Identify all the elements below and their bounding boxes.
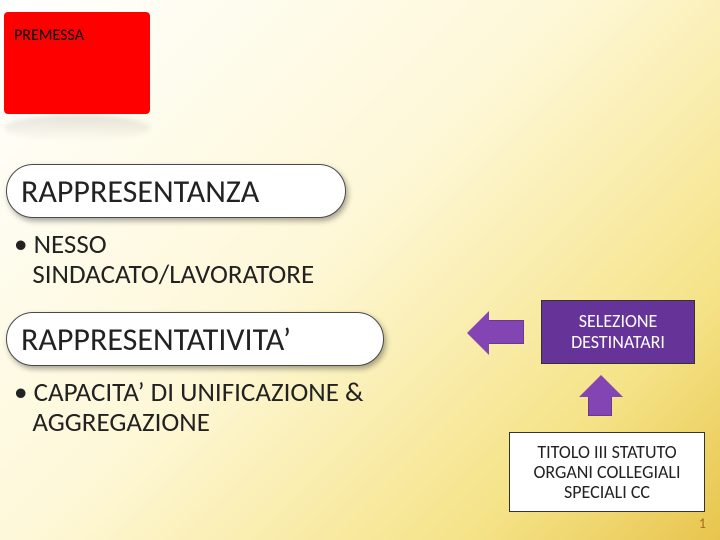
- pill-rappresentanza-title: RAPPRESENTANZA: [21, 172, 259, 211]
- callout-titolo-line2: ORGANI COLLEGIALI: [510, 462, 704, 482]
- premessa-box: PREMESSA: [4, 12, 150, 114]
- bullet-rappresentanza-line2: SINDACATO/LAVORATORE: [32, 258, 314, 291]
- callout-selezione: SELEZIONE DESTINATARI: [541, 300, 695, 364]
- bullet-rappresentanza-line1: NESSO: [34, 228, 107, 261]
- premessa-shadow: [4, 115, 150, 141]
- bullet-rappresentativita-line1: CAPACITA’ DI UNIFICAZIONE &: [34, 376, 364, 409]
- callout-titolo-line1: TITOLO III STATUTO: [510, 442, 704, 462]
- bullet-rappresentativita-line2: AGGREGAZIONE: [32, 406, 210, 439]
- callout-selezione-line1: SELEZIONE: [542, 311, 694, 332]
- premessa-label: PREMESSA: [14, 26, 84, 45]
- pill-rappresentativita-title: RAPPRESENTATIVITA’: [21, 320, 291, 359]
- bullet-rappresentativita: • CAPACITA’ DI UNIFICAZIONE & AGGREGAZIO…: [14, 378, 494, 437]
- callout-titolo: TITOLO III STATUTO ORGANI COLLEGIALI SPE…: [509, 432, 705, 512]
- bullet-prefix: •: [14, 376, 34, 409]
- pill-rappresentanza: RAPPRESENTANZA: [6, 164, 346, 218]
- pill-rappresentativita: RAPPRESENTATIVITA’: [6, 312, 384, 366]
- bullet-prefix: •: [14, 228, 34, 261]
- bullet-rappresentanza: • NESSO SINDACATO/LAVORATORE: [14, 230, 434, 289]
- arrow-up-icon: [588, 396, 612, 416]
- arrow-left-icon: [488, 320, 524, 344]
- callout-selezione-line2: DESTINATARI: [542, 332, 694, 353]
- page-number: 1: [699, 515, 706, 532]
- callout-titolo-line3: SPECIALI CC: [510, 482, 704, 502]
